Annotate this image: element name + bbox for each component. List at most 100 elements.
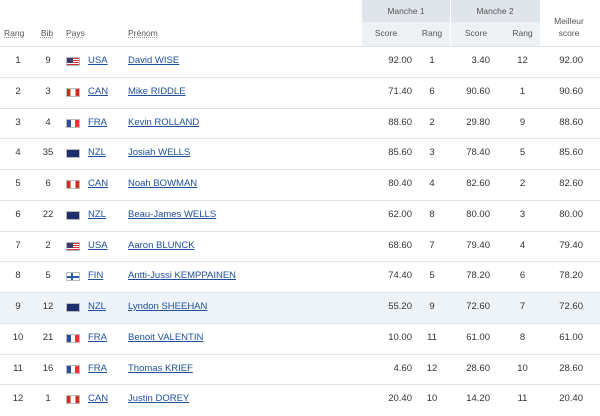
cell: 71.40 (388, 85, 412, 97)
cell: 9 (429, 301, 435, 312)
athlete-link[interactable]: Kevin ROLLAND (128, 116, 200, 128)
athlete-link[interactable]: Beau-James WELLS (128, 208, 217, 220)
cell: 2 (519, 178, 526, 189)
cell: 80.00 (466, 208, 490, 220)
table-row (0, 138, 600, 170)
cell: 12 (517, 55, 528, 66)
athlete-link[interactable]: Thomas KRIEF (128, 362, 193, 374)
flag (66, 57, 80, 66)
country-link[interactable]: FIN (88, 270, 104, 282)
column-label: Pays (66, 28, 85, 38)
country-link[interactable]: CAN (88, 178, 109, 189)
column-label: Meilleur score (554, 16, 584, 38)
country-link[interactable]: NZL (88, 301, 106, 312)
table-row (0, 384, 600, 416)
cell: 88.60 (559, 116, 583, 128)
cell: 85.60 (559, 147, 583, 159)
flag (66, 118, 80, 128)
flag (66, 149, 80, 159)
cell: 9 (15, 301, 21, 312)
cell: 78.20 (466, 270, 490, 282)
cell: 5 (45, 270, 51, 282)
athlete-link[interactable]: Antti-Jussi KEMPPAINEN (128, 270, 237, 282)
cell: 3 (45, 85, 51, 97)
cell: 5 (519, 147, 526, 159)
group-label: Manche 1 (387, 6, 425, 16)
cell: 4 (45, 116, 51, 128)
flag (66, 210, 80, 220)
cell: 78.40 (466, 147, 490, 159)
athlete-link[interactable]: Noah BOWMAN (128, 178, 198, 189)
athlete-link[interactable]: Aaron BLUNCK (128, 239, 195, 251)
cell: 10 (426, 393, 438, 405)
country-link[interactable]: USA (88, 239, 108, 251)
flag (66, 87, 80, 97)
cell: 80.40 (388, 178, 412, 189)
cell: 3 (519, 208, 526, 220)
cell: 85.60 (388, 147, 412, 159)
cell: 7 (15, 239, 21, 251)
cell: 72.60 (466, 301, 490, 312)
cell: 22 (42, 208, 54, 220)
cell: 55.20 (388, 301, 412, 312)
table-row (0, 46, 600, 78)
column-label: Rang (512, 28, 533, 38)
cell: 82.60 (559, 178, 583, 189)
cell: 6 (519, 270, 526, 282)
cell: 10 (517, 362, 528, 374)
cell: 61.00 (559, 331, 583, 343)
table-row (0, 76, 600, 109)
group-header-bg (362, 0, 540, 22)
flag (66, 333, 80, 343)
cell: 1 (519, 85, 526, 97)
flag (66, 241, 80, 251)
athlete-link[interactable]: Justin DOREY (128, 393, 190, 405)
cell: 88.60 (388, 116, 412, 128)
athlete-link[interactable]: David WISE (128, 55, 180, 66)
table-row (0, 261, 600, 293)
cell: 79.40 (559, 239, 583, 251)
cell: 9 (519, 116, 526, 128)
cell: 62.00 (388, 208, 412, 220)
country-link[interactable]: NZL (88, 208, 106, 220)
athlete-link[interactable]: Mike RIDDLE (128, 85, 186, 97)
cell: 6 (429, 85, 435, 97)
cell: 82.60 (466, 178, 490, 189)
cell: 1 (45, 393, 51, 405)
cell: 20.40 (559, 393, 583, 405)
cell: 8 (15, 270, 21, 282)
cell: 7 (429, 239, 435, 251)
cell: 78.20 (559, 270, 583, 282)
cell: 4 (519, 239, 526, 251)
country-link[interactable]: USA (88, 55, 108, 66)
country-link[interactable]: CAN (88, 85, 109, 97)
cell: 35 (42, 147, 54, 159)
cell: 28.60 (466, 362, 490, 374)
cell: 1 (429, 55, 435, 66)
cell: 11 (13, 362, 23, 374)
cell: 10.00 (388, 331, 412, 343)
country-link[interactable]: FRA (88, 331, 107, 343)
cell: 6 (15, 208, 21, 220)
cell: 7 (519, 301, 526, 312)
flag (66, 364, 80, 374)
cell: 8 (519, 331, 526, 343)
athlete-link[interactable]: Benoit VALENTIN (128, 331, 204, 343)
country-link[interactable]: FRA (88, 116, 107, 128)
column-label: Rang (4, 28, 25, 38)
table-row (0, 322, 600, 355)
cell: 79.40 (466, 239, 490, 251)
flag (66, 395, 80, 405)
athlete-link[interactable]: Lyndon SHEEHAN (128, 301, 208, 312)
cell: 6 (45, 178, 51, 189)
cell: 4 (15, 147, 21, 159)
cell: 11 (517, 393, 528, 405)
country-link[interactable]: FRA (88, 362, 107, 374)
cell: 3 (429, 147, 435, 159)
country-link[interactable]: CAN (88, 393, 109, 405)
country-link[interactable]: NZL (88, 147, 106, 159)
cell: 21 (42, 331, 54, 343)
athlete-link[interactable]: Josiah WELLS (128, 147, 191, 159)
cell: 16 (42, 362, 54, 374)
